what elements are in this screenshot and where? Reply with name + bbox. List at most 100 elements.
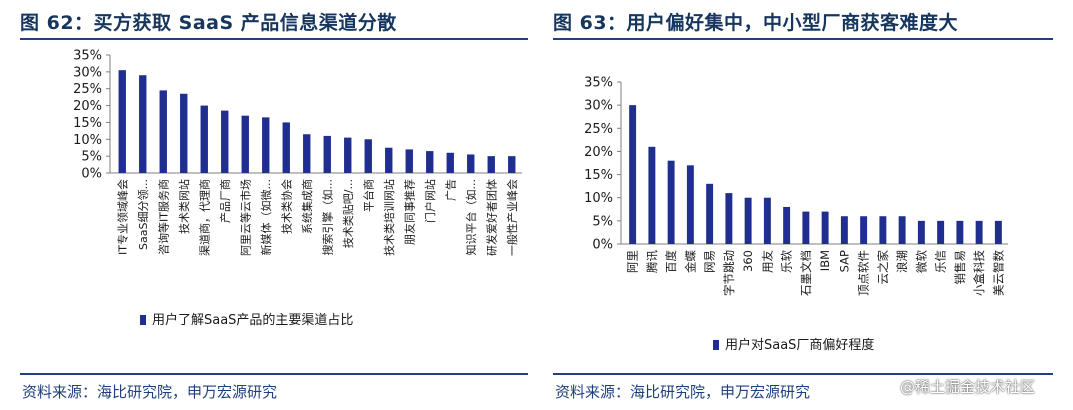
legend-swatch <box>713 340 719 350</box>
bar <box>917 220 925 244</box>
x-category-label: SaaS细分领... <box>137 179 150 250</box>
bar <box>763 197 771 244</box>
bar <box>139 75 147 173</box>
x-category-label: 石墨文档 <box>799 250 813 296</box>
x-category-label: 渠道商，代理商 <box>197 179 211 256</box>
watermark: @稀土掘金技术社区 <box>900 378 1036 396</box>
bar <box>975 220 983 244</box>
bar <box>426 151 434 173</box>
figure-62-top-rule <box>20 38 528 40</box>
y-tick-label: 30% <box>584 99 613 114</box>
figure-62-title: 图 62：买方获取 SaaS 产品信息渠道分散 <box>20 12 397 34</box>
legend-swatch <box>140 315 146 325</box>
x-category-label: 用友 <box>760 250 774 273</box>
x-category-label: 腾讯 <box>645 250 659 273</box>
y-tick-label: 5% <box>81 150 102 165</box>
bar <box>221 110 229 173</box>
x-category-label: 技术类协会 <box>279 179 293 234</box>
x-category-label: 浪潮 <box>895 250 909 273</box>
bar <box>200 105 208 173</box>
bar <box>860 216 868 244</box>
bar <box>405 149 413 173</box>
x-category-label: 小盒科技 <box>972 250 986 296</box>
figure-63-bottom-rule <box>553 373 1053 375</box>
figure-63-title: 图 63：用户偏好集中，中小型厂商获客难度大 <box>553 12 959 34</box>
bar <box>385 147 393 173</box>
y-tick-label: 10% <box>584 191 613 206</box>
x-category-label: 金蝶 <box>683 250 697 273</box>
figure-62-source: 资料来源：海比研究院，申万宏源研究 <box>22 383 278 401</box>
y-tick-label: 25% <box>73 82 102 97</box>
x-category-label: 产品厂商 <box>218 179 232 223</box>
figure-62-chart: 0% 5% 10% 15% 20% 25% 30%35% IT专业领域峰会 SaaS细分领...… <box>73 49 522 328</box>
x-category-label: 销售易 <box>953 250 967 285</box>
chart-1-plot: 0% 5% 10% 15% 20% 25% 30% 35% 阿里 腾讯 百度 金蝶 网易 字节跳动 360 用… <box>584 76 1008 353</box>
x-category-label: 美云智数 <box>991 250 1005 296</box>
x-category-label: 微软 <box>914 250 928 273</box>
x-category-label: 系统集成商 <box>300 179 314 234</box>
bar <box>937 220 945 244</box>
bar <box>364 139 372 173</box>
bar <box>241 115 249 173</box>
bar <box>159 90 167 173</box>
y-tick-label: 35% <box>584 76 613 91</box>
x-category-label: 一般性产业峰会 <box>505 179 519 256</box>
x-category-label: 阿里云等云市场 <box>238 179 252 256</box>
figure-63-source: 资料来源：海比研究院，申万宏源研究 <box>555 383 811 401</box>
x-category-label: 字节跳动 <box>722 250 736 296</box>
x-category-label: 研发爱好者团体 <box>484 179 498 256</box>
bar <box>118 70 126 173</box>
x-category-label: 朋友同事推荐 <box>402 179 416 245</box>
bar <box>323 135 331 173</box>
bar <box>879 216 887 244</box>
bar <box>648 146 656 244</box>
x-category-label: 顶点软件 <box>857 250 871 296</box>
x-category-label: 平台商 <box>361 179 375 212</box>
bar <box>956 220 964 244</box>
bar <box>487 156 495 173</box>
y-tick-label: 0% <box>81 167 102 182</box>
figure-63-chart: 0% 5% 10% 15% 20% 25% 30% 35% 阿里 腾讯 百度 金蝶 网易 字节跳动 360 用… <box>584 76 1008 353</box>
x-category-label: IT专业领域峰会 <box>115 179 129 255</box>
bar <box>840 216 848 244</box>
x-category-label: 新媒体（如微... <box>259 179 273 256</box>
y-tick-label: 35% <box>73 49 102 64</box>
y-tick-label: 5% <box>592 214 613 229</box>
x-category-label: 百度 <box>664 250 678 273</box>
x-category-label: 搜索引擎（如... <box>320 179 334 256</box>
x-category-label: 咨询等IT服务商 <box>156 179 170 255</box>
bar <box>446 152 454 173</box>
x-category-label: 阿里 <box>626 250 640 273</box>
x-category-label: 网易 <box>703 250 717 273</box>
bar <box>725 193 733 244</box>
chart-0-plot: 0% 5% 10% 15% 20% 25% 30%35% IT专业领域峰会 SaaS细分领...… <box>73 49 522 328</box>
figure-63: 图 63：用户偏好集中，中小型厂商获客难度大 0% 5% 10% 15% 20% 25% 3… <box>553 0 1053 410</box>
bar <box>303 134 311 173</box>
legend-label: 用户了解SaaS产品的主要渠道占比 <box>152 312 353 328</box>
y-tick-label: 15% <box>73 116 102 131</box>
bar <box>667 160 675 244</box>
y-tick-label: 15% <box>584 168 613 183</box>
bar <box>994 220 1002 244</box>
y-tick-label: 25% <box>584 122 613 137</box>
x-category-label: 360 <box>741 250 755 272</box>
figure-62: 图 62：买方获取 SaaS 产品信息渠道分散 0% 5% 10% 15% 20% 25%… <box>20 0 528 410</box>
x-category-label: 云之家 <box>876 250 890 285</box>
x-category-label: 广告 <box>444 179 457 201</box>
x-category-label: 技术类网站 <box>177 179 191 234</box>
x-category-label: 技术类贴吧/... <box>341 179 355 248</box>
y-tick-label: 20% <box>584 145 613 160</box>
bar <box>686 165 694 244</box>
y-tick-label: 0% <box>592 238 613 253</box>
y-tick-label: 30% <box>73 65 102 80</box>
bar <box>282 122 290 173</box>
bar <box>898 216 906 244</box>
bar <box>262 117 270 173</box>
bar <box>744 197 752 244</box>
bar <box>706 183 714 244</box>
bar <box>821 211 829 244</box>
x-category-label: IBM <box>818 250 832 271</box>
x-category-label: SAP <box>837 250 851 272</box>
x-category-label: 乐信 <box>934 250 948 273</box>
y-tick-label: 10% <box>73 133 102 148</box>
